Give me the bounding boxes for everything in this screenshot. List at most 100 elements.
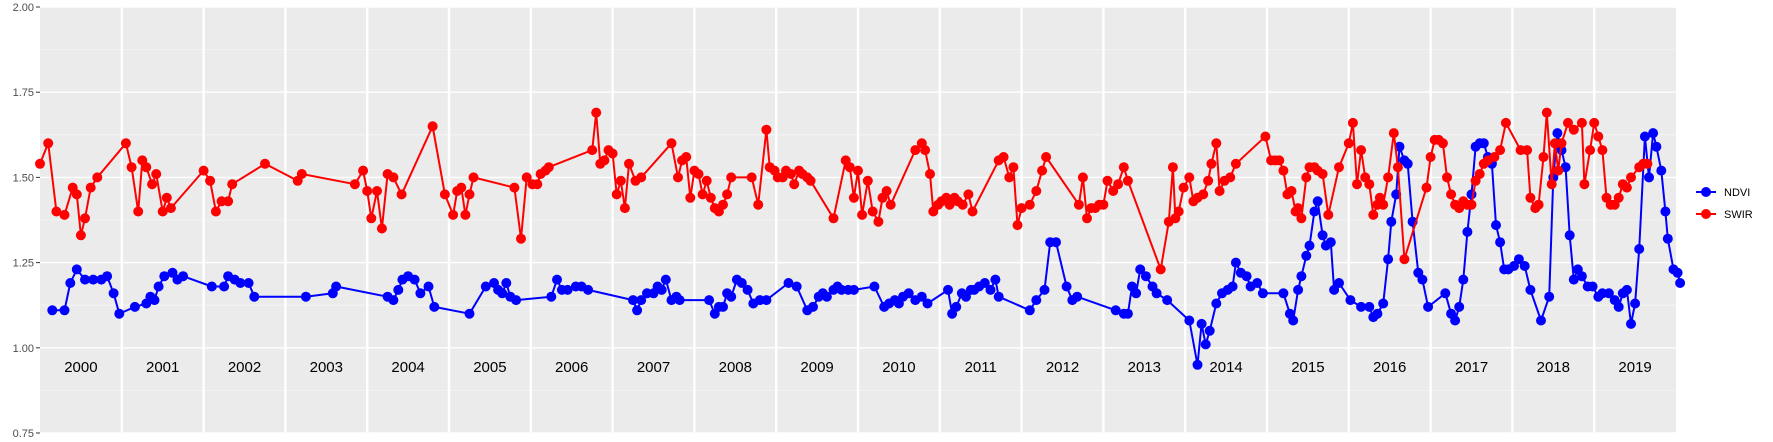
data-point-swir	[210, 206, 221, 217]
data-point-swir	[358, 165, 369, 176]
data-point-ndvi	[1440, 288, 1451, 299]
data-point-ndvi	[219, 281, 230, 292]
data-point-ndvi	[249, 291, 260, 302]
data-point-swir	[1274, 155, 1285, 166]
data-point-ndvi	[149, 295, 160, 306]
data-point-swir	[920, 145, 931, 156]
data-point-ndvi	[628, 295, 638, 306]
data-point-ndvi	[1252, 278, 1263, 288]
data-point-ndvi	[80, 274, 90, 285]
data-point-swir	[1364, 179, 1375, 190]
data-point-ndvi	[583, 284, 594, 295]
data-point-ndvi	[985, 284, 996, 295]
data-point-ndvi	[1051, 237, 1061, 248]
data-point-swir	[1214, 186, 1225, 196]
data-point-swir	[853, 165, 863, 176]
year-label: 2014	[1209, 359, 1242, 376]
data-point-swir	[1118, 162, 1129, 173]
data-point-swir	[944, 199, 955, 210]
year-label: 2019	[1618, 359, 1651, 376]
data-point-swir	[726, 172, 737, 183]
data-point-ndvi	[1519, 261, 1530, 271]
data-point-ndvi	[903, 288, 914, 299]
data-point-swir	[120, 138, 131, 149]
data-point-swir	[1378, 199, 1389, 210]
data-point-ndvi	[47, 305, 58, 316]
data-point-ndvi	[979, 278, 990, 288]
data-point-swir	[925, 169, 935, 179]
data-point-swir	[885, 199, 896, 210]
data-point-swir	[80, 213, 90, 224]
year-label: 2018	[1537, 359, 1570, 376]
data-point-ndvi	[726, 291, 737, 302]
data-point-swir	[873, 216, 884, 227]
data-point-ndvi	[1334, 278, 1344, 288]
data-point-swir	[35, 158, 45, 169]
y-tick-label: 2.00	[13, 2, 34, 14]
year-label: 2004	[391, 359, 424, 376]
data-point-ndvi	[1211, 298, 1222, 309]
data-point-ndvi	[1372, 308, 1383, 319]
data-point-swir	[1425, 152, 1436, 162]
data-point-swir	[857, 209, 868, 220]
data-point-ndvi	[65, 278, 76, 288]
data-point-ndvi	[1140, 271, 1151, 282]
data-point-swir	[828, 213, 839, 224]
data-point-swir	[516, 233, 526, 244]
year-label: 2006	[555, 359, 588, 376]
data-point-ndvi	[848, 284, 859, 295]
data-point-swir	[1442, 172, 1452, 183]
year-label: 2005	[473, 359, 506, 376]
data-point-ndvi	[1329, 284, 1340, 295]
data-point-swir	[1155, 264, 1166, 275]
data-point-ndvi	[791, 281, 802, 292]
data-point-ndvi	[501, 278, 512, 288]
data-point-swir	[1541, 107, 1552, 118]
data-point-swir	[1198, 189, 1209, 200]
year-label: 2010	[882, 359, 915, 376]
data-point-ndvi	[1576, 271, 1587, 282]
year-label: 2016	[1373, 359, 1406, 376]
data-point-swir	[1173, 206, 1184, 217]
data-point-ndvi	[1630, 298, 1641, 309]
data-point-swir	[761, 124, 772, 135]
data-point-swir	[963, 189, 974, 200]
data-point-swir	[1621, 182, 1632, 193]
data-point-swir	[1004, 172, 1015, 183]
data-point-swir	[1296, 213, 1307, 224]
series-layer	[35, 107, 1686, 370]
data-point-ndvi	[1644, 172, 1654, 183]
data-point-ndvi	[660, 274, 671, 285]
data-point-swir	[151, 169, 162, 179]
data-point-ndvi	[1196, 318, 1207, 329]
data-point-swir	[1286, 186, 1297, 196]
data-point-swir	[1031, 186, 1042, 196]
data-point-ndvi	[1564, 230, 1575, 241]
data-point-ndvi	[1621, 284, 1632, 295]
data-point-swir	[848, 192, 859, 203]
legend-item-swir: SWIR	[1696, 209, 1753, 221]
data-point-ndvi	[1672, 267, 1683, 278]
data-point-swir	[165, 203, 176, 214]
data-point-ndvi	[1603, 288, 1614, 299]
data-point-ndvi	[761, 295, 772, 306]
data-point-ndvi	[1394, 141, 1405, 152]
data-point-ndvi	[656, 284, 667, 295]
data-point-ndvi	[1309, 206, 1320, 217]
data-point-ndvi	[1626, 318, 1636, 329]
data-point-ndvi	[1345, 295, 1356, 306]
data-point-ndvi	[1317, 230, 1328, 241]
data-point-ndvi	[1241, 271, 1252, 282]
data-point-ndvi	[393, 284, 404, 295]
data-point-ndvi	[1423, 301, 1434, 312]
data-point-swir	[636, 172, 647, 183]
grid-layer	[40, 6, 1676, 434]
data-point-ndvi	[742, 284, 753, 295]
data-point-ndvi	[1536, 315, 1546, 326]
y-tick-label: 1.00	[13, 343, 34, 355]
data-point-swir	[1073, 199, 1084, 210]
data-point-swir	[1037, 165, 1048, 176]
data-point-ndvi	[102, 271, 113, 282]
data-point-swir	[1613, 192, 1624, 203]
